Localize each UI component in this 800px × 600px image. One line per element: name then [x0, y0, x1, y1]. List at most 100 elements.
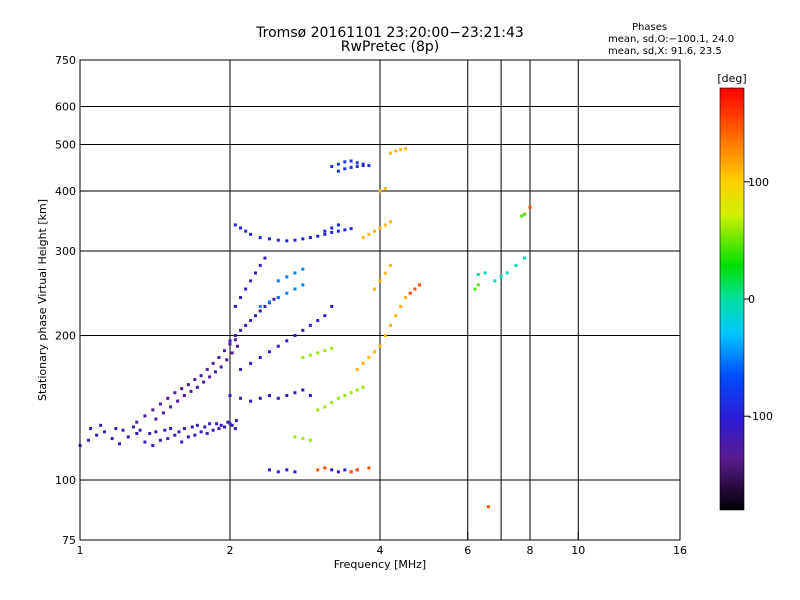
phases-o-stats: mean, sd,O:−100.1, 24.0	[608, 34, 735, 45]
x-tick-label: 8	[527, 544, 534, 557]
data-point	[176, 399, 180, 403]
data-point	[211, 361, 215, 365]
data-point	[258, 236, 262, 240]
data-point	[316, 408, 320, 412]
data-point	[86, 438, 90, 442]
data-point	[336, 396, 340, 400]
data-point	[217, 355, 221, 359]
data-point	[514, 263, 518, 267]
data-point	[193, 433, 197, 437]
data-point	[343, 468, 347, 472]
data-point	[330, 226, 334, 230]
data-point	[349, 391, 353, 395]
data-point	[195, 385, 199, 389]
data-point	[233, 427, 237, 431]
data-point	[173, 433, 177, 437]
data-point	[272, 297, 276, 301]
data-point	[394, 149, 398, 153]
data-point	[473, 287, 477, 291]
data-point	[293, 287, 297, 291]
data-point	[267, 300, 271, 304]
data-point	[323, 232, 327, 236]
data-point	[169, 405, 173, 409]
data-point	[158, 438, 162, 442]
data-point	[330, 164, 334, 168]
data-point	[373, 229, 377, 233]
data-point	[131, 425, 135, 429]
data-point	[476, 273, 480, 277]
data-point	[263, 304, 267, 308]
data-point	[244, 287, 248, 291]
x-tick-label: 1	[77, 544, 84, 557]
data-point	[330, 468, 334, 472]
data-point	[135, 432, 139, 436]
data-point	[163, 428, 167, 432]
data-point	[349, 159, 353, 163]
data-point	[330, 304, 334, 308]
data-point	[186, 383, 190, 387]
data-point	[126, 435, 130, 439]
data-point	[249, 318, 253, 322]
data-point	[285, 291, 289, 295]
data-point	[103, 430, 107, 434]
data-point	[217, 427, 221, 431]
phases-x-stats: mean, sd,X: 91.6, 23.5	[608, 46, 722, 57]
data-point	[367, 232, 371, 236]
data-point	[249, 399, 253, 403]
y-tick-label: 400	[55, 185, 76, 198]
x-axis-ticks: 1 2 4 6 8 10 16	[77, 532, 687, 557]
data-point	[293, 334, 297, 338]
data-point	[349, 470, 353, 474]
data-point	[301, 267, 305, 271]
colorbar	[719, 87, 745, 511]
x-axis-label: Frequency [MHz]	[334, 558, 426, 571]
data-point	[239, 328, 243, 332]
data-point	[336, 470, 340, 474]
data-point	[180, 440, 184, 444]
data-point	[383, 334, 387, 338]
data-point	[258, 263, 262, 267]
data-point	[323, 405, 327, 409]
data-point	[258, 304, 262, 308]
data-point	[520, 214, 524, 218]
data-point	[293, 470, 297, 474]
data-point	[493, 279, 497, 283]
phases-heading: Phases	[632, 22, 668, 33]
data-point	[343, 167, 347, 171]
data-point	[336, 223, 340, 227]
data-point	[154, 417, 158, 421]
y-tick-label: 75	[62, 534, 76, 547]
data-point	[228, 342, 232, 346]
data-point	[301, 388, 305, 392]
data-point	[205, 432, 209, 436]
colorbar-tick-label: 0	[748, 293, 755, 306]
data-point	[408, 291, 412, 295]
data-point	[203, 425, 207, 429]
data-point	[267, 350, 271, 354]
data-point	[336, 229, 340, 233]
data-point	[276, 396, 280, 400]
data-point	[349, 227, 353, 231]
colorbar-ticks: 100 0 -100	[744, 176, 773, 423]
data-point	[249, 279, 253, 283]
data-point	[355, 164, 359, 168]
data-point	[323, 314, 327, 318]
data-point	[258, 355, 262, 359]
x-tick-label: 4	[377, 544, 384, 557]
data-point	[308, 323, 312, 327]
data-point	[95, 433, 99, 437]
data-point	[154, 430, 158, 434]
data-point	[219, 365, 223, 369]
data-point	[267, 237, 271, 241]
data-point	[186, 435, 190, 439]
data-point	[253, 271, 257, 275]
data-point	[394, 314, 398, 318]
data-point	[114, 427, 118, 431]
data-point	[308, 438, 312, 442]
data-point	[285, 239, 289, 243]
x-tick-label: 6	[464, 544, 471, 557]
data-point	[258, 309, 262, 313]
chart-title: Tromsø 20161101 23:20:00−23:21:43	[256, 25, 524, 41]
data-point	[486, 505, 490, 509]
